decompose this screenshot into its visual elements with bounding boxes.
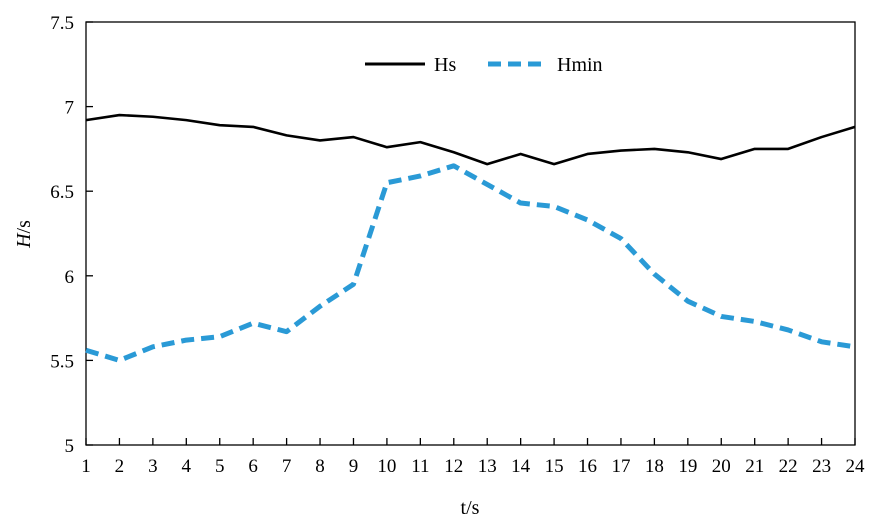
y-axis-label-italic: H: [13, 232, 35, 249]
plot-area: [85, 21, 856, 446]
y-tick-label: 7.5: [50, 13, 74, 34]
x-tick-label: 20: [712, 456, 731, 477]
x-tick-label: 5: [215, 456, 225, 477]
x-tick-label: 3: [148, 456, 158, 477]
y-axis-label-unit: /s: [13, 220, 35, 234]
y-tick-label: 5: [65, 436, 75, 457]
x-tick-label: 9: [349, 456, 359, 477]
series-line-hmin: [85, 163, 856, 363]
legend-label-hs: Hs: [434, 54, 456, 76]
x-tick-label: 6: [248, 456, 258, 477]
x-tick-label: 13: [478, 456, 497, 477]
x-axis-label: t/s: [461, 497, 480, 519]
series-layer: [85, 113, 856, 363]
y-tick-label: 7: [65, 98, 75, 119]
x-tick-label: 17: [611, 456, 630, 477]
x-tick-label: 2: [115, 456, 125, 477]
x-tick-label: 19: [678, 456, 697, 477]
y-tick-label: 6.5: [50, 182, 74, 203]
x-tick-label: 8: [315, 456, 325, 477]
series-line-hs: [85, 113, 856, 166]
x-tick-label: 12: [444, 456, 463, 477]
x-tick-label: 1: [81, 456, 91, 477]
legend-label-hmin: Hmin: [557, 54, 603, 76]
x-tick-label: 22: [779, 456, 798, 477]
x-tick-label: 14: [511, 456, 531, 477]
x-tick-label: 10: [377, 456, 396, 477]
y-tick-label: 5.5: [50, 351, 74, 372]
y-axis-label: H/s: [13, 220, 35, 249]
x-tick-label: 4: [182, 456, 192, 477]
x-tick-label: 18: [645, 456, 664, 477]
x-tick-label: 23: [812, 456, 831, 477]
x-axis: 1 2 3 4 5 6 7 8 9 10 11 12 13 14 15 16 17 18 19 20 21 22 23 24: [81, 438, 865, 477]
x-tick-label: 7: [282, 456, 292, 477]
x-tick-label: 24: [846, 456, 866, 477]
y-axis: 5 5.5 6 6.5 7 7.5: [50, 13, 93, 457]
x-tick-label: 21: [745, 456, 764, 477]
x-tick-label: 11: [411, 456, 429, 477]
y-tick-label: 6: [65, 267, 75, 288]
legend: Hs Hmin: [365, 54, 603, 76]
x-tick-label: 15: [545, 456, 564, 477]
x-tick-label: 16: [578, 456, 597, 477]
